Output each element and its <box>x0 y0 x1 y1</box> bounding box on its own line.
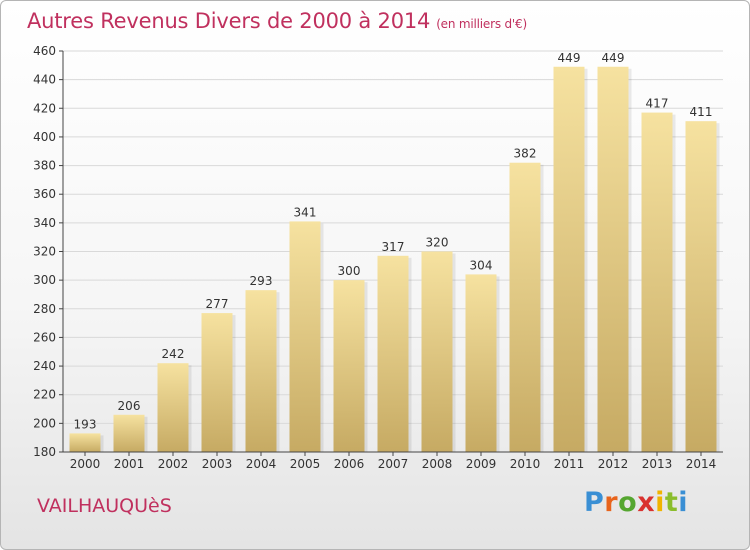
x-tick-label: 2014 <box>686 457 717 471</box>
data-label: 300 <box>338 264 361 278</box>
y-tick-label: 460 <box>33 44 56 58</box>
data-label: 206 <box>118 399 141 413</box>
x-tick-label: 2008 <box>422 457 453 471</box>
x-tick-label: 2011 <box>554 457 585 471</box>
y-tick-label: 280 <box>33 302 56 316</box>
logo-letter: r <box>604 487 619 518</box>
bars <box>69 66 720 453</box>
y-tick-label: 260 <box>33 330 56 344</box>
data-label: 411 <box>690 105 713 119</box>
bar <box>69 433 101 452</box>
data-label: 417 <box>646 97 669 111</box>
bar <box>289 221 321 452</box>
x-tick-label: 2002 <box>158 457 189 471</box>
x-tick-label: 2009 <box>466 457 497 471</box>
data-label: 304 <box>470 258 493 272</box>
x-tick-label: 2004 <box>246 457 277 471</box>
bar <box>465 274 497 452</box>
logo-letter: x <box>637 487 656 518</box>
bar <box>553 66 585 452</box>
y-tick-label: 340 <box>33 216 56 230</box>
y-tick-label: 200 <box>33 416 56 430</box>
x-tick-label: 2006 <box>334 457 365 471</box>
bar <box>113 414 145 452</box>
x-tick-label: 2013 <box>642 457 673 471</box>
y-tick-label: 180 <box>33 445 56 459</box>
data-label: 341 <box>294 205 317 219</box>
bar <box>333 280 365 452</box>
labels: 180 200 220 240 260 280 300 320 340 360 380 400 420 4… <box>33 44 716 471</box>
bar <box>245 290 277 452</box>
x-tick-label: 2007 <box>378 457 409 471</box>
chart-title: Autres Revenus Divers de 2000 à 2014 (en … <box>27 9 527 33</box>
data-label: 382 <box>514 147 537 161</box>
data-label: 193 <box>74 417 97 431</box>
x-tick-label: 2010 <box>510 457 541 471</box>
y-tick-label: 380 <box>33 159 56 173</box>
bar <box>201 313 233 452</box>
chart-title-text: Autres Revenus Divers de 2000 à 2014 <box>27 9 431 33</box>
data-label: 242 <box>162 347 185 361</box>
axes <box>59 50 723 456</box>
chart-subtitle: (en milliers d'€) <box>436 17 527 31</box>
bar <box>685 121 717 453</box>
y-tick-label: 320 <box>33 245 56 259</box>
logo-letter: i <box>678 487 689 518</box>
bar <box>509 162 541 452</box>
data-label: 449 <box>602 51 625 65</box>
x-tick-label: 2012 <box>598 457 629 471</box>
bar <box>641 112 673 452</box>
logo-letter: o <box>618 487 638 518</box>
y-tick-label: 220 <box>33 388 56 402</box>
logo-letter: P <box>584 487 605 518</box>
bar <box>157 363 189 452</box>
y-tick-label: 360 <box>33 187 56 201</box>
y-tick-label: 240 <box>33 359 56 373</box>
x-tick-label: 2003 <box>202 457 233 471</box>
data-label: 293 <box>250 274 273 288</box>
y-tick-label: 400 <box>33 130 56 144</box>
x-tick-label: 2005 <box>290 457 321 471</box>
location-name: VAILHAUQUèS <box>37 495 172 517</box>
bar <box>597 66 629 452</box>
data-label: 317 <box>382 240 405 254</box>
logo-letter: i <box>655 487 665 518</box>
logo-letter: t <box>664 487 679 518</box>
proxiti-logo[interactable]: Proxiti <box>584 487 688 518</box>
y-tick-label: 420 <box>33 101 56 115</box>
data-label: 277 <box>206 297 229 311</box>
y-tick-label: 300 <box>33 273 56 287</box>
data-label: 320 <box>426 236 449 250</box>
bar <box>421 251 453 452</box>
x-tick-label: 2000 <box>70 457 101 471</box>
y-tick-label: 440 <box>33 73 56 87</box>
bar <box>377 255 409 452</box>
data-label: 449 <box>558 51 581 65</box>
x-tick-label: 2001 <box>114 457 145 471</box>
